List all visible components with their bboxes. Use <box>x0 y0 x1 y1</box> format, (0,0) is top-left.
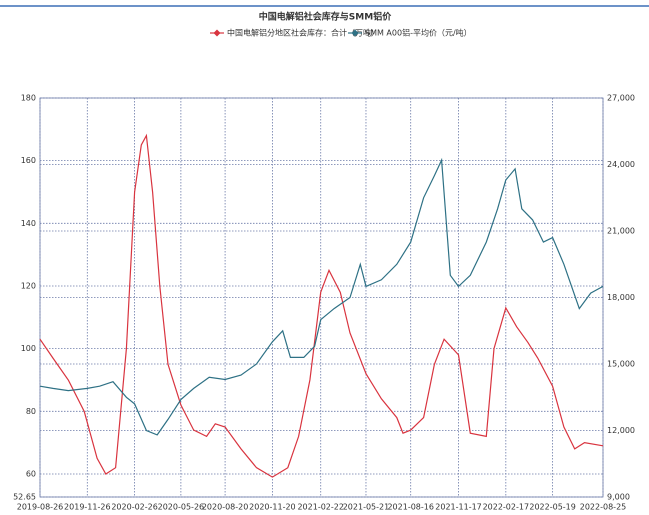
x-tick-label: 2021-05-21 <box>343 503 390 512</box>
y2-tick-label: 24,000 <box>607 160 635 169</box>
legend-marker <box>351 29 359 37</box>
x-tick-label: 2022-08-25 <box>580 503 627 512</box>
x-tick-label: 2020-05-26 <box>158 503 205 512</box>
series-line <box>39 133 604 478</box>
x-tick-label: 2022-02-17 <box>483 503 530 512</box>
y-tick-label: 180 <box>21 94 36 103</box>
y-tick-label: 140 <box>21 219 36 228</box>
y-tick-label: 160 <box>21 156 36 165</box>
x-tick-label: 2020-11-20 <box>249 503 296 512</box>
legend-label: 中国电解铝分地区社会库存：合计（万吨） <box>227 28 379 38</box>
series-line <box>39 157 604 436</box>
x-tick-label: 2022-05-19 <box>529 503 576 512</box>
y-tick-label: 80 <box>26 407 36 416</box>
y-tick-label: 120 <box>21 281 36 290</box>
y-tick-label: 60 <box>26 469 36 478</box>
y2-tick-label: 18,000 <box>607 293 635 302</box>
y2-tick-label: 9,000 <box>607 493 630 502</box>
x-tick-label: 2021-08-16 <box>387 503 434 512</box>
legend-marker <box>213 29 221 37</box>
y-tick-label: 52.65 <box>13 493 36 502</box>
y2-tick-label: 27,000 <box>607 94 635 103</box>
y2-tick-label: 12,000 <box>607 426 635 435</box>
x-tick-label: 2020-08-20 <box>202 503 249 512</box>
y-tick-label: 100 <box>21 344 36 353</box>
x-tick-label: 2019-11-26 <box>64 503 111 512</box>
x-tick-label: 2021-11-17 <box>435 503 482 512</box>
chart-title: 中国电解铝社会库存与SMM铝价 <box>259 11 392 23</box>
legend-label: SMM A00铝-平均价（元/吨） <box>365 28 472 38</box>
x-tick-label: 2019-08-26 <box>17 503 64 512</box>
x-tick-label: 2020-02-26 <box>111 503 158 512</box>
x-tick-label: 2021-02-22 <box>297 503 344 512</box>
y2-tick-label: 21,000 <box>607 227 635 236</box>
y2-tick-label: 15,000 <box>607 360 635 369</box>
